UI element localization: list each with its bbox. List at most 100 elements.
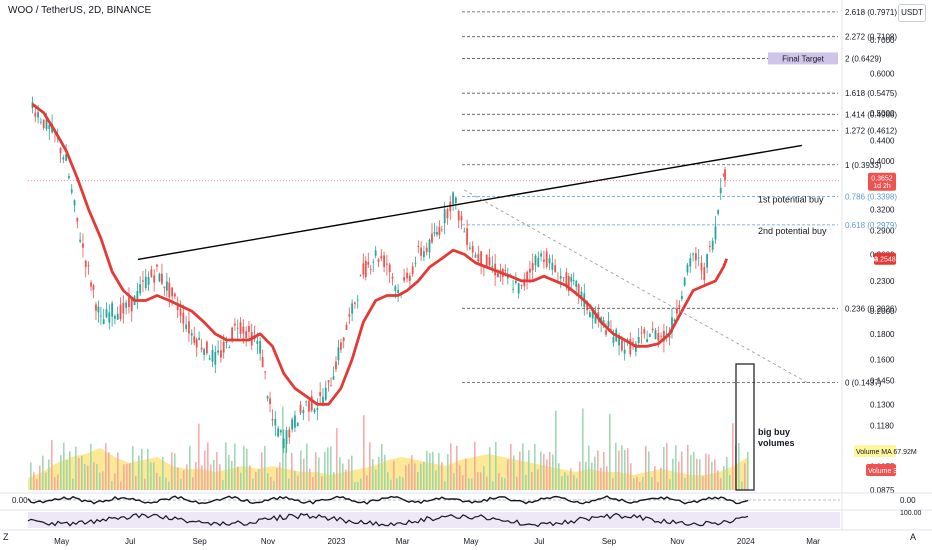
- candle-body: [122, 302, 125, 314]
- volume-bar: [57, 474, 59, 490]
- volume-bar: [537, 469, 539, 490]
- x-tick-label: Nov: [670, 537, 684, 546]
- candle-body: [520, 284, 523, 286]
- candle-body: [654, 330, 657, 340]
- volume-bar: [708, 454, 710, 490]
- volume-bar: [363, 415, 365, 490]
- volume-bar: [606, 466, 608, 490]
- volume-bar: [270, 476, 272, 490]
- resistance-trendline: [137, 144, 802, 261]
- candle-body: [678, 305, 681, 308]
- candle-body: [406, 272, 408, 279]
- candle-body: [460, 216, 463, 221]
- volume-bar: [312, 477, 314, 490]
- volume-bar: [339, 457, 341, 490]
- volume-bar: [243, 445, 245, 490]
- candle-body: [485, 254, 488, 266]
- volume-bar: [450, 443, 452, 490]
- x-tick-label: Jul: [534, 537, 544, 546]
- volume-bar: [687, 444, 689, 490]
- candle-body: [205, 341, 208, 354]
- volume-bar: [693, 451, 695, 490]
- volume-bar: [648, 451, 650, 490]
- volume-bar: [210, 464, 212, 490]
- candle-body: [248, 325, 250, 332]
- candle-body: [374, 250, 377, 256]
- candle-body: [391, 276, 394, 279]
- volume-bar: [201, 465, 203, 490]
- candle-body: [92, 285, 95, 291]
- y-tick-label: 0.1450: [870, 377, 895, 386]
- volume-bar: [546, 459, 548, 490]
- candle-body: [139, 284, 142, 294]
- volume-bar: [651, 477, 653, 490]
- candle-body: [285, 430, 288, 445]
- volume-bar: [627, 448, 629, 490]
- volume-bar: [396, 478, 398, 490]
- candle-body: [45, 117, 48, 130]
- volume-bar: [159, 476, 161, 490]
- volume-bar: [477, 472, 479, 490]
- candle-body: [591, 311, 594, 319]
- candle-body: [296, 422, 299, 427]
- volume-bar: [549, 451, 551, 490]
- volume-bar: [336, 428, 338, 490]
- candle-body: [100, 315, 102, 317]
- fib-level-label: 0 (0.1437): [845, 379, 882, 388]
- fib-level-label: 0.236 (0.2026): [845, 304, 897, 313]
- candle-body: [87, 265, 90, 267]
- currency-button[interactable]: USDT: [898, 4, 926, 22]
- candle-body: [597, 312, 600, 317]
- candle-body: [364, 260, 367, 277]
- volume-bar: [204, 450, 206, 490]
- candle-body: [703, 267, 706, 281]
- candle-body: [48, 124, 51, 130]
- volume-bar: [132, 446, 134, 490]
- volume-bar: [513, 455, 515, 490]
- candle-body: [594, 316, 597, 324]
- volume-bar: [462, 475, 464, 490]
- candle-body: [537, 257, 540, 267]
- candle-body: [234, 323, 236, 326]
- candle-body: [116, 313, 119, 320]
- volume-bar: [237, 466, 239, 490]
- candle-body: [514, 280, 517, 283]
- volume-bar: [345, 469, 347, 490]
- candle-body: [288, 429, 291, 438]
- candle-body: [680, 295, 683, 299]
- auto-scale-button[interactable]: A: [910, 532, 917, 542]
- volume-bar: [597, 450, 599, 490]
- candle-body: [330, 385, 332, 387]
- candle-body: [176, 305, 179, 311]
- candle-body: [420, 247, 423, 256]
- volume-bar: [402, 477, 404, 490]
- volume-bar: [612, 478, 614, 490]
- candle-body: [709, 246, 711, 248]
- volume-bar: [405, 465, 407, 490]
- volume-bar: [372, 459, 374, 490]
- candle-body: [327, 380, 330, 383]
- volume-bar: [165, 477, 167, 490]
- volume-bar: [96, 463, 98, 490]
- fib-level-label: 0.618 (0.2979): [845, 221, 897, 230]
- volume-bar: [702, 476, 704, 490]
- volume-bar: [630, 463, 632, 490]
- candle-body: [565, 272, 568, 286]
- volume-bar: [723, 465, 725, 490]
- candle-body: [362, 263, 365, 275]
- fib-level-label: 2.618 (0.7971): [845, 8, 897, 17]
- candle-body: [332, 376, 335, 380]
- volume-bar: [510, 444, 512, 490]
- zoom-button[interactable]: Z: [3, 532, 9, 542]
- volume-bar: [153, 462, 155, 490]
- volume-bar: [507, 459, 509, 490]
- volume-bar: [39, 465, 41, 490]
- candle-body: [182, 312, 185, 324]
- candle-body: [62, 157, 65, 160]
- volume-bar: [51, 439, 53, 490]
- volume-bar: [678, 461, 680, 490]
- volume-bar: [570, 468, 572, 490]
- volume-bar: [726, 457, 728, 490]
- volume-bar: [60, 455, 62, 490]
